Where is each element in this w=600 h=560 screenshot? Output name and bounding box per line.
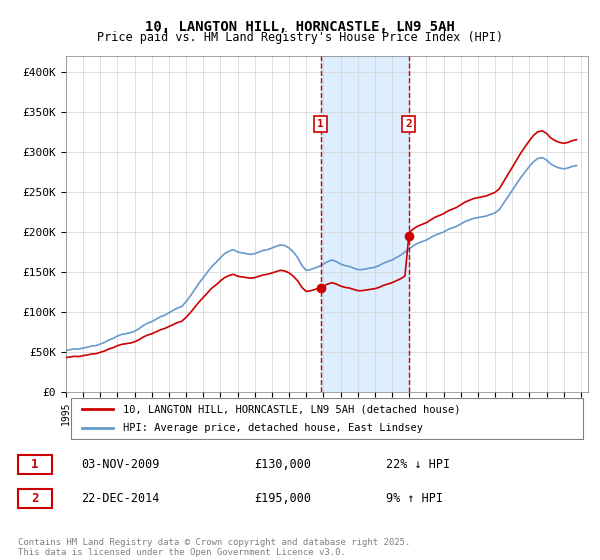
FancyBboxPatch shape xyxy=(71,399,583,439)
Text: 9% ↑ HPI: 9% ↑ HPI xyxy=(386,492,443,505)
Text: 2: 2 xyxy=(31,492,39,505)
Text: 1: 1 xyxy=(317,119,324,129)
Text: 1: 1 xyxy=(31,458,39,471)
Text: 10, LANGTON HILL, HORNCASTLE, LN9 5AH (detached house): 10, LANGTON HILL, HORNCASTLE, LN9 5AH (d… xyxy=(124,404,461,414)
Text: 2: 2 xyxy=(406,119,412,129)
Text: £195,000: £195,000 xyxy=(254,492,311,505)
Text: 22% ↓ HPI: 22% ↓ HPI xyxy=(386,458,451,471)
Text: 10, LANGTON HILL, HORNCASTLE, LN9 5AH: 10, LANGTON HILL, HORNCASTLE, LN9 5AH xyxy=(145,20,455,34)
FancyBboxPatch shape xyxy=(18,455,52,474)
Text: Price paid vs. HM Land Registry's House Price Index (HPI): Price paid vs. HM Land Registry's House … xyxy=(97,31,503,44)
Text: Contains HM Land Registry data © Crown copyright and database right 2025.
This d: Contains HM Land Registry data © Crown c… xyxy=(18,538,410,557)
FancyBboxPatch shape xyxy=(18,489,52,508)
Bar xyxy=(320,56,409,392)
Text: 03-NOV-2009: 03-NOV-2009 xyxy=(81,458,160,471)
Text: 22-DEC-2014: 22-DEC-2014 xyxy=(81,492,160,505)
Text: £130,000: £130,000 xyxy=(254,458,311,471)
Text: HPI: Average price, detached house, East Lindsey: HPI: Average price, detached house, East… xyxy=(124,423,424,433)
